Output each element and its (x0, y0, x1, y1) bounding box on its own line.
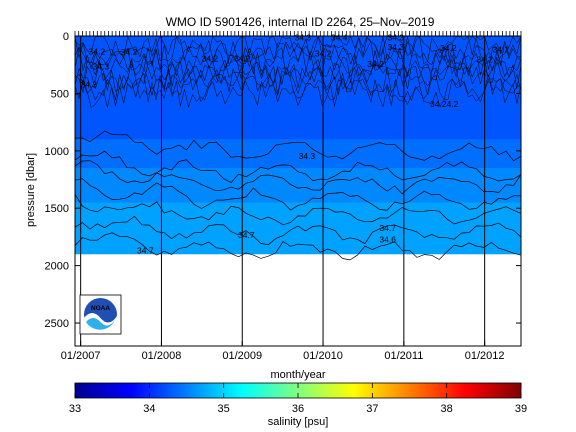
contour-line (75, 39, 521, 71)
chart-title: WMO ID 5901426, internal ID 2264, 25–Nov… (166, 15, 435, 29)
colorbar-tick-label: 33 (69, 403, 81, 415)
plot-area: 34.234.334.234.334.2 34.234.3 34.4 34.334.2… (74, 31, 522, 347)
contour-line (75, 65, 521, 97)
colorbar: 33 34 35 36 37 38 39 (69, 382, 527, 415)
contour-line (75, 215, 521, 246)
contour-label: 34.2 (476, 54, 493, 64)
contour-label: 34.7 (137, 246, 154, 256)
colorbar-tick-label: 35 (218, 403, 230, 415)
salinity-band (75, 202, 521, 255)
contour-label: 34.6 (379, 235, 396, 245)
contour-label: 34.2 (367, 59, 384, 69)
x-tick-label: 01/2012 (465, 350, 505, 362)
noaa-logo: NOAA (79, 294, 122, 335)
colorbar-tick-label: 37 (366, 403, 378, 415)
y-tick-label: 0 (63, 31, 69, 43)
salinity-band (75, 139, 521, 169)
noaa-logo-text: NOAA (91, 305, 110, 312)
contour-label: 34.2 (202, 53, 219, 63)
contour-label: 34.2 (121, 47, 138, 57)
y-tick-label: 1000 (45, 146, 69, 158)
colorbar-tick-label: 34 (143, 403, 155, 415)
contour-label: 34.2 (493, 45, 510, 55)
colorbar-tick-label: 38 (441, 403, 453, 415)
plot-frame (74, 35, 522, 347)
contour-label: 34.2 (440, 43, 457, 53)
contour-label: 34.24.2 (430, 99, 459, 109)
y-tick-label: 1500 (45, 203, 69, 215)
contour-label: 34.3 (387, 33, 404, 43)
contour-label: 34.2 (315, 49, 332, 59)
x-tick-label: 01/2009 (222, 350, 262, 362)
contour-label: 34.2 (89, 46, 106, 56)
contour-label: 34.7 (238, 230, 255, 240)
contour-line (75, 130, 521, 162)
colorbar-tick-label: 36 (292, 403, 304, 415)
contour-label: 34.3 (387, 42, 404, 52)
contour-line (75, 194, 521, 226)
contour-label: 34.3 (295, 33, 312, 43)
colorbar-label: salinity [psu] (268, 416, 329, 428)
contour-label: 34.4 (331, 33, 348, 43)
y-tick-label: 2000 (45, 261, 69, 273)
contour-line (75, 59, 521, 91)
contour-line (75, 36, 521, 59)
contour-line (75, 150, 521, 184)
salinity-band (75, 168, 521, 203)
y-tick-label: 2500 (45, 318, 69, 330)
y-axis-label: pressure [dbar] (25, 153, 37, 227)
x-tick-label: 01/2011 (384, 350, 423, 362)
contour-line (75, 36, 521, 65)
contour-label: 34.3 (80, 80, 97, 90)
contour-line (75, 232, 521, 261)
contour-label: 34.3 (93, 61, 110, 71)
contour-line (75, 46, 521, 78)
x-tick-label: 01/2007 (61, 350, 101, 362)
y-tick-label: 500 (51, 88, 69, 100)
contour-line (75, 178, 521, 211)
x-tick-label: 01/2010 (303, 350, 343, 362)
contour-line (75, 52, 521, 84)
contour-line (75, 77, 521, 109)
x-axis-label: month/year (270, 369, 325, 381)
contour-line (75, 160, 521, 195)
contour-label: 34.2 (234, 53, 251, 63)
contour-label: 34.7 (379, 223, 396, 233)
contour-label: 34.3 (299, 151, 316, 161)
colorbar-tick-label: 39 (515, 403, 527, 415)
x-tick-label: 01/2008 (142, 350, 182, 362)
contour-line (75, 72, 521, 103)
